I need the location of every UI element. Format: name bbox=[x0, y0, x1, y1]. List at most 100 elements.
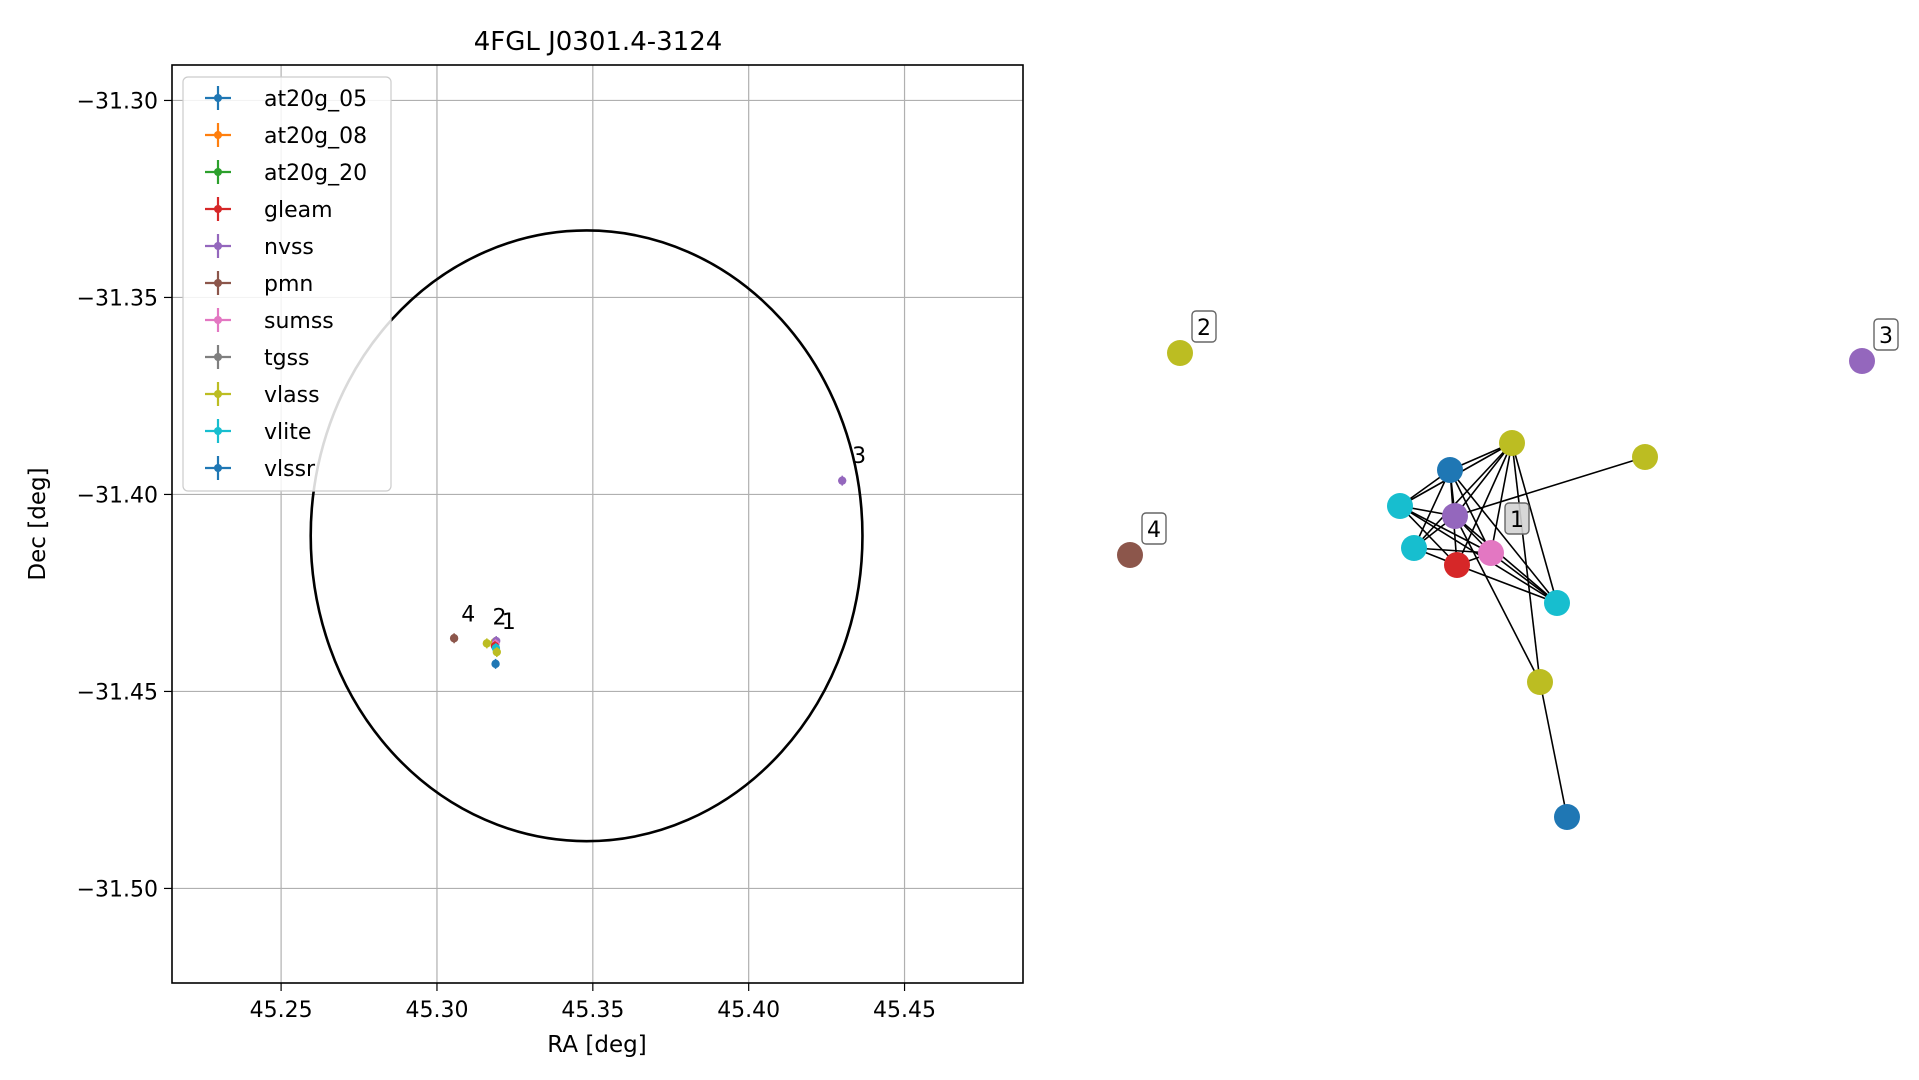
legend-label: pmn bbox=[264, 272, 313, 297]
network-label-text: 1 bbox=[1510, 508, 1524, 533]
legend-item-at20g_08: at20g_08 bbox=[205, 123, 367, 149]
legend-marker-dot bbox=[214, 205, 222, 213]
x-tick-label: 45.30 bbox=[405, 998, 468, 1023]
legend-label: sumss bbox=[264, 309, 334, 334]
legend-item-tgss: tgss bbox=[205, 345, 310, 371]
scatter-points bbox=[449, 475, 847, 669]
legend-marker-dot bbox=[214, 94, 222, 102]
legend-label: vlssr bbox=[264, 457, 316, 482]
legend-label: vlite bbox=[264, 420, 311, 445]
legend-item-nvss: nvss bbox=[205, 234, 314, 260]
y-tick-label: −31.50 bbox=[77, 877, 158, 902]
legend-item-pmn: pmn bbox=[205, 271, 313, 297]
network-group-label: 1 bbox=[1504, 502, 1530, 535]
y-axis-label: Dec [deg] bbox=[25, 467, 51, 580]
network-edge bbox=[1399, 505, 1458, 566]
x-tick-label: 45.40 bbox=[717, 998, 780, 1023]
point-label: 3 bbox=[852, 444, 866, 469]
y-axis-ticks: −31.30 −31.35 −31.40 −31.45 −31.50 bbox=[77, 89, 172, 902]
network-edge bbox=[1454, 456, 1646, 517]
network-label-text: 2 bbox=[1197, 316, 1211, 341]
legend-item-at20g_20: at20g_20 bbox=[205, 160, 367, 186]
legend-marker-dot bbox=[214, 427, 222, 435]
network-node bbox=[1554, 804, 1580, 830]
legend-item-vlssr: vlssr bbox=[205, 456, 316, 482]
network-edge bbox=[1449, 469, 1558, 604]
x-axis-ticks: 45.25 45.30 45.35 45.40 45.45 bbox=[250, 983, 936, 1023]
legend-item-sumss: sumss bbox=[205, 308, 334, 334]
network-edge bbox=[1511, 442, 1558, 604]
network-node bbox=[1849, 348, 1875, 374]
network-node bbox=[1442, 503, 1468, 529]
legend-label: gleam bbox=[264, 198, 333, 223]
network-edge bbox=[1413, 442, 1513, 549]
y-tick-label: −31.40 bbox=[77, 483, 158, 508]
network-label-text: 4 bbox=[1147, 518, 1161, 543]
point-vlass bbox=[482, 638, 492, 649]
network-node bbox=[1499, 430, 1525, 456]
y-tick-label: −31.30 bbox=[77, 89, 158, 114]
legend-box bbox=[182, 76, 392, 492]
legend-marker-dot bbox=[214, 316, 222, 324]
legend-marker-dot bbox=[214, 242, 222, 250]
y-tick-label: −31.35 bbox=[77, 286, 158, 311]
network-group-label: 3 bbox=[1873, 318, 1899, 351]
network-node bbox=[1117, 542, 1143, 568]
legend-item-at20g_05: at20g_05 bbox=[205, 86, 367, 112]
point-vlssr bbox=[491, 658, 500, 669]
network-node bbox=[1544, 590, 1570, 616]
point-label: 1 bbox=[502, 610, 516, 635]
network-nodes bbox=[1117, 340, 1875, 830]
network-edge bbox=[1454, 515, 1541, 683]
x-tick-label: 45.25 bbox=[250, 998, 313, 1023]
network-node bbox=[1167, 340, 1193, 366]
point-nvss bbox=[838, 475, 847, 486]
network-edge bbox=[1454, 515, 1558, 604]
network-node bbox=[1444, 552, 1470, 578]
network-graph: 1 2 3 4 bbox=[1117, 310, 1899, 830]
network-edge bbox=[1511, 442, 1541, 683]
legend-item-vlass: vlass bbox=[205, 382, 320, 408]
point-pmn bbox=[449, 633, 459, 644]
error-ellipse bbox=[309, 229, 864, 843]
legend-item-gleam: gleam bbox=[205, 197, 333, 223]
legend-marker-dot bbox=[214, 390, 222, 398]
network-edges bbox=[1399, 442, 1646, 818]
legend-item-vlite: vlite bbox=[205, 419, 311, 445]
network-group-label: 4 bbox=[1141, 512, 1167, 545]
point-label: 4 bbox=[461, 602, 475, 627]
network-edge bbox=[1399, 505, 1492, 554]
legend-marker-dot bbox=[214, 168, 222, 176]
point-labels: 12 3 4 bbox=[461, 444, 866, 635]
y-tick-label: −31.45 bbox=[77, 680, 158, 705]
chart-title: 4FGL J0301.4-3124 bbox=[474, 27, 723, 57]
x-tick-label: 45.45 bbox=[873, 998, 936, 1023]
legend-marker-dot bbox=[214, 279, 222, 287]
network-edge bbox=[1413, 469, 1451, 549]
localization-ellipse bbox=[309, 229, 864, 843]
legend-label: tgss bbox=[264, 346, 310, 371]
network-edge bbox=[1490, 552, 1558, 604]
network-edge bbox=[1456, 564, 1558, 604]
legend-label: at20g_20 bbox=[264, 161, 367, 186]
point-vlass bbox=[492, 647, 502, 658]
network-group-label: 2 bbox=[1191, 310, 1217, 343]
legend-label: vlass bbox=[264, 383, 320, 408]
network-node bbox=[1527, 669, 1553, 695]
network-edge bbox=[1456, 442, 1513, 566]
legend-marker-dot bbox=[214, 131, 222, 139]
x-axis-label: RA [deg] bbox=[547, 1032, 646, 1058]
network-label-text: 3 bbox=[1879, 324, 1893, 349]
legend-marker-dot bbox=[214, 353, 222, 361]
network-node bbox=[1437, 457, 1463, 483]
x-tick-label: 45.35 bbox=[561, 998, 624, 1023]
network-node bbox=[1387, 493, 1413, 519]
legend-label: at20g_05 bbox=[264, 87, 367, 112]
legend-label: at20g_08 bbox=[264, 124, 367, 149]
network-edge bbox=[1490, 442, 1513, 554]
legend-label: nvss bbox=[264, 235, 314, 260]
network-node bbox=[1401, 535, 1427, 561]
plot-frame bbox=[171, 64, 1024, 984]
